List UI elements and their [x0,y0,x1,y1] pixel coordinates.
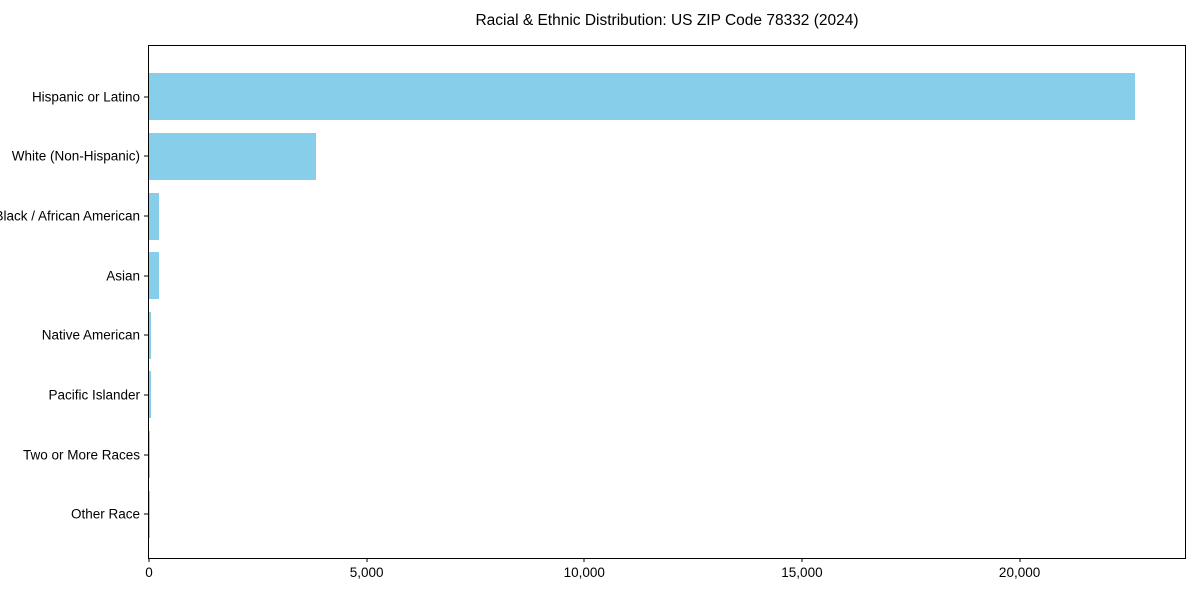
x-tick-label: 10,000 [563,565,605,580]
bar-row: Asian [106,246,1185,306]
bar-row: Two or More Races [23,425,1185,485]
x-tick-label: 20,000 [998,565,1041,580]
x-tick [801,558,803,562]
category-label: Pacific Islander [48,387,140,403]
y-tick [144,215,148,217]
x-tick-label: 15,000 [781,565,823,580]
y-tick [144,155,148,157]
category-label: Asian [106,268,140,284]
y-tick [144,334,148,336]
bar [149,311,152,359]
category-label: White (Non-Hispanic) [11,148,140,164]
x-tick [583,558,585,562]
y-tick [144,454,148,456]
bar-row: White (Non-Hispanic) [12,127,1185,187]
bar [149,371,152,419]
bar-row: Hispanic or Latino [32,67,1185,127]
y-tick [144,394,148,396]
category-label: Hispanic or Latino [31,89,140,105]
bar-row: Native American [42,306,1185,366]
category-label: Two or More Races [22,447,140,463]
bar-row: Black / African American [0,186,1185,246]
category-label: Black / African American [0,208,140,224]
category-label: Native American [41,327,140,343]
plot-rows: Hispanic or Latino White (Non-Hispanic) Bl… [0,46,1185,558]
bar [149,431,151,479]
y-tick [144,513,148,515]
y-tick [144,96,148,98]
plot-area: Hispanic or Latino White (Non-Hispanic) Bl… [0,45,1186,580]
bar [149,132,317,180]
bar [149,73,1136,121]
bar [149,252,159,300]
x-tick [148,558,150,562]
x-tick [1019,558,1021,562]
chart-title: Racial & Ethnic Distribution: US ZIP Cod… [475,12,859,29]
bar-row: Other Race [71,484,1185,544]
x-tick-label: 5,000 [349,565,384,580]
bar-row: Pacific Islander [48,365,1185,425]
bar [149,192,160,240]
y-tick [144,275,148,277]
x-tick [366,558,368,562]
x-tick-label: 0 [145,565,153,580]
category-label: Other Race [70,506,140,522]
